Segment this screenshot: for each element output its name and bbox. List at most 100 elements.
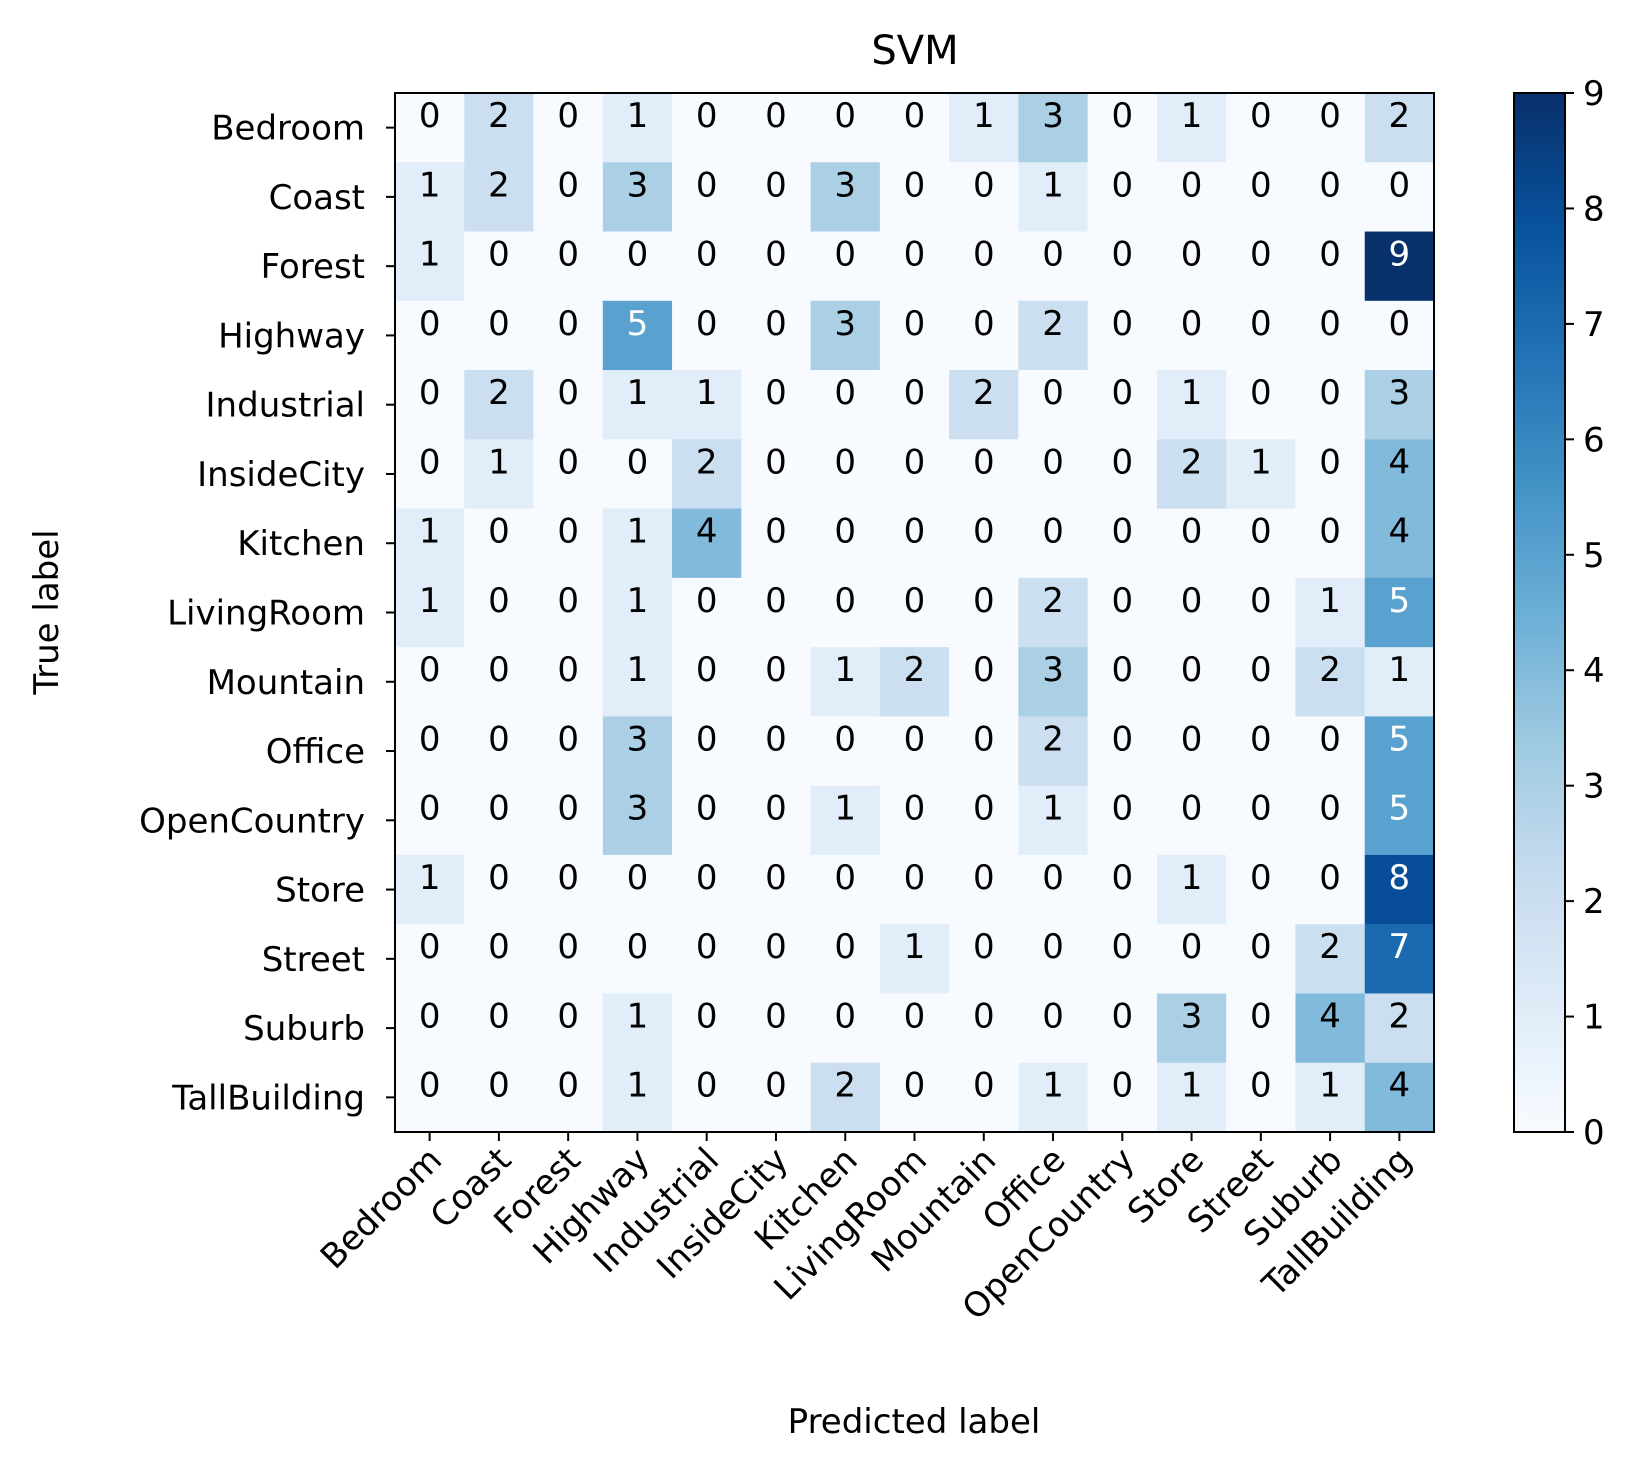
cell-value-label: 0 (765, 996, 787, 1036)
heatmap-cell (395, 93, 465, 163)
cell-value-label: 4 (1389, 1066, 1411, 1106)
heatmap-cell (810, 854, 881, 925)
cell-value-label: 0 (419, 1066, 441, 1106)
cell-value-label: 0 (696, 650, 718, 690)
heatmap-cell (810, 716, 881, 787)
cell-value-label: 2 (1389, 96, 1411, 136)
cell-value-label: 1 (1181, 373, 1203, 413)
x-axis-label: Predicted label (788, 1402, 1041, 1442)
y-tick-label: Industrial (206, 386, 365, 426)
heatmap-cell (741, 162, 812, 233)
heatmap-cell (464, 231, 535, 302)
cell-value-label: 1 (419, 512, 441, 552)
cell-value-label: 5 (627, 304, 649, 344)
heatmap-cell (810, 508, 881, 579)
cell-value-label: 0 (1250, 858, 1272, 898)
heatmap-cell (1087, 93, 1158, 163)
heatmap-cell (1295, 162, 1366, 233)
cell-value-label: 0 (765, 442, 787, 482)
cell-value-label: 0 (1319, 442, 1341, 482)
heatmap-cell (741, 439, 812, 510)
heatmap-cell (1018, 231, 1089, 302)
heatmap-cell (1087, 785, 1158, 856)
cell-value-label: 0 (1111, 96, 1133, 136)
cell-value-label: 0 (1111, 165, 1133, 205)
heatmap-cell (533, 508, 604, 579)
cell-value-label: 5 (1389, 719, 1411, 759)
heatmap-cell (1364, 370, 1435, 440)
cell-value-label: 4 (1319, 996, 1341, 1036)
heatmap-cell (533, 647, 604, 717)
heatmap-cell (672, 716, 742, 787)
cell-value-label: 1 (1042, 789, 1064, 829)
cell-value-label: 0 (419, 96, 441, 136)
y-tick-label: Highway (218, 316, 365, 356)
heatmap-cell (602, 647, 673, 717)
cell-value-label: 0 (1111, 719, 1133, 759)
heatmap-cell (672, 300, 742, 371)
cell-value-label: 0 (1111, 1066, 1133, 1106)
cell-value-label: 0 (696, 719, 718, 759)
cell-value-label: 0 (765, 650, 787, 690)
cell-value-label: 2 (904, 650, 926, 690)
cell-value-label: 0 (419, 996, 441, 1036)
heatmap-cell (1364, 1062, 1435, 1133)
cell-value-label: 0 (557, 96, 579, 136)
heatmap-cell (672, 231, 742, 302)
cell-value-label: 0 (627, 858, 649, 898)
cell-value-label: 0 (973, 1066, 995, 1106)
cell-value-label: 0 (557, 719, 579, 759)
heatmap-cell (741, 300, 812, 371)
cell-value-label: 0 (488, 512, 510, 552)
heatmap-cell (1018, 577, 1089, 648)
chart-title: SVM (871, 28, 958, 74)
heatmap-cell (464, 508, 535, 579)
cell-value-label: 1 (834, 789, 856, 829)
cell-value-label: 0 (488, 719, 510, 759)
heatmap-cell (672, 577, 742, 648)
cell-value-label: 0 (1111, 858, 1133, 898)
heatmap-cell (1018, 647, 1089, 717)
cell-value-label: 1 (627, 650, 649, 690)
cell-value-label: 0 (488, 235, 510, 275)
cell-value-label: 0 (696, 304, 718, 344)
y-tick-label: TallBuilding (171, 1078, 365, 1118)
cell-value-label: 0 (973, 650, 995, 690)
cell-value-label: 2 (1389, 996, 1411, 1036)
cell-value-label: 0 (488, 1066, 510, 1106)
cell-value-label: 0 (765, 96, 787, 136)
heatmap-cell (395, 1062, 465, 1133)
heatmap-cell (1226, 439, 1296, 510)
cell-value-label: 0 (904, 581, 926, 621)
heatmap-cell (533, 924, 604, 994)
cell-value-label: 5 (1389, 581, 1411, 621)
heatmap-cell (602, 785, 673, 856)
heatmap-cell (464, 577, 535, 648)
cell-value-label: 0 (973, 789, 995, 829)
cell-value-label: 0 (973, 996, 995, 1036)
cell-value-label: 2 (1181, 442, 1203, 482)
heatmap-cell (1226, 785, 1296, 856)
cell-value-label: 0 (488, 789, 510, 829)
heatmap-cell (602, 716, 673, 787)
cell-value-label: 0 (557, 1066, 579, 1106)
cell-value-label: 0 (1042, 927, 1064, 967)
heatmap-cell (1295, 370, 1366, 440)
heatmap-cell (1087, 1062, 1158, 1133)
heatmap-cell (395, 162, 465, 233)
cell-value-label: 0 (419, 650, 441, 690)
heatmap-cell (672, 854, 742, 925)
cell-value-label: 1 (419, 235, 441, 275)
heatmap-cell (879, 1062, 950, 1133)
heatmap-cell (949, 854, 1019, 925)
cell-value-label: 2 (1042, 581, 1064, 621)
cell-value-label: 0 (1181, 719, 1203, 759)
cell-value-label: 0 (1250, 650, 1272, 690)
heatmap-cell (879, 716, 950, 787)
heatmap-cell (1226, 93, 1296, 163)
cell-value-label: 0 (904, 96, 926, 136)
colorbar-tick-label: 3 (1583, 767, 1605, 807)
cell-value-label: 2 (696, 442, 718, 482)
heatmap-cell (602, 93, 673, 163)
heatmap-cell (741, 1062, 812, 1133)
